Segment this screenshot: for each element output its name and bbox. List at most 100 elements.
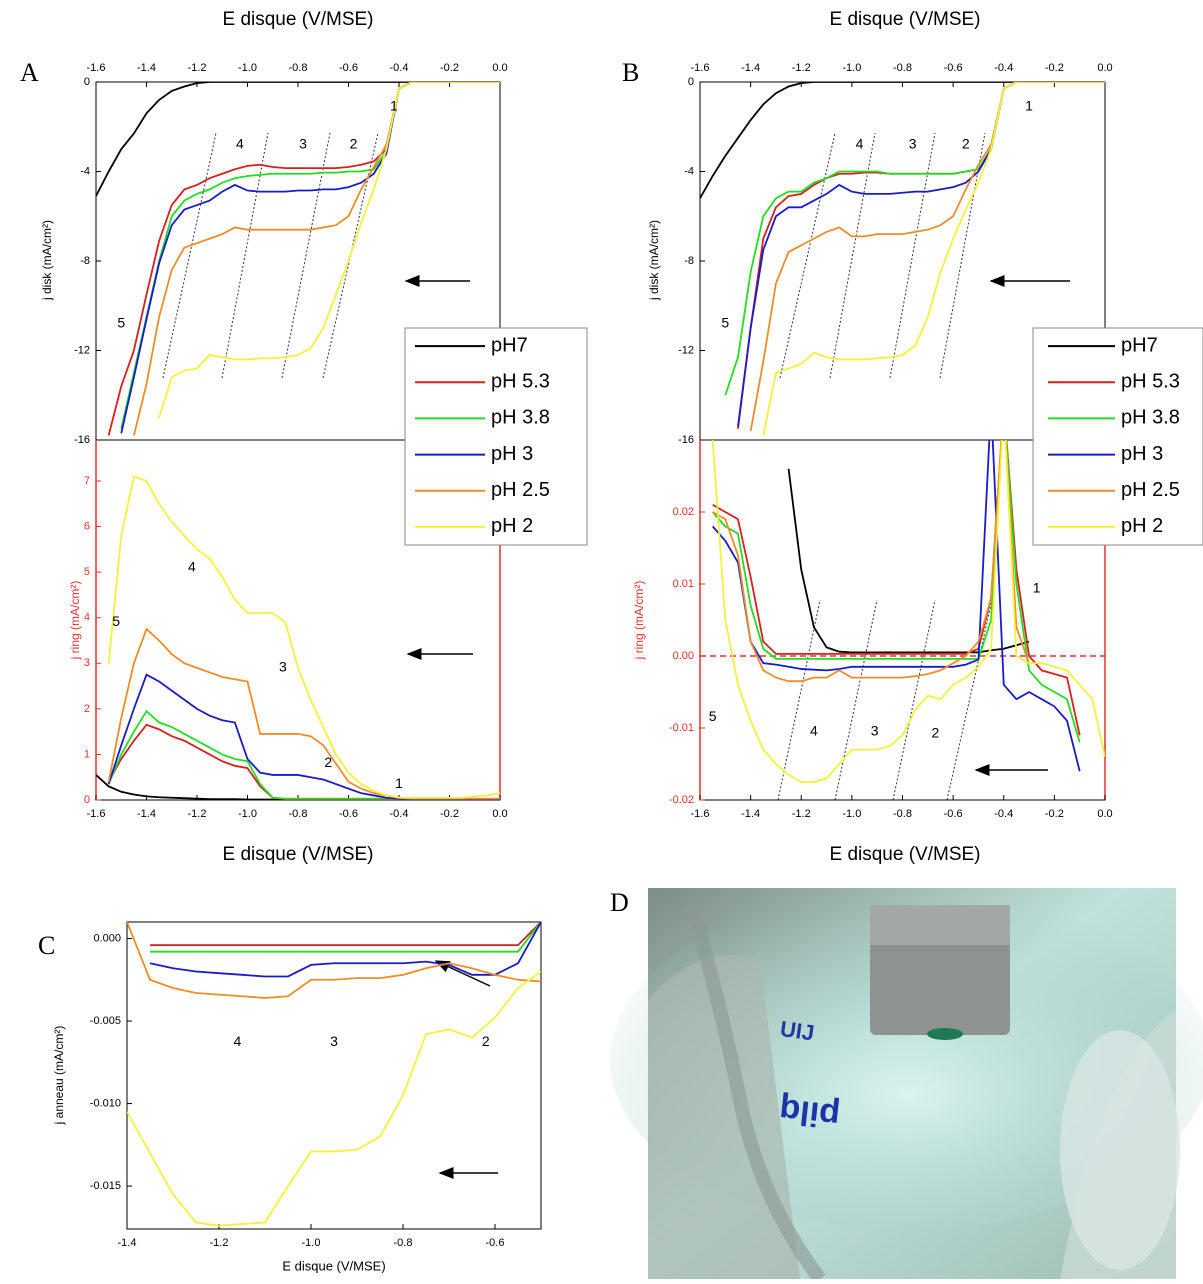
legend-label: pH 2 <box>491 515 533 537</box>
x-tick-label: -1.4 <box>741 808 760 820</box>
y-tick-label: 0 <box>84 794 90 806</box>
x-tick-label: -1.4 <box>137 808 156 820</box>
panel-label: A <box>20 58 39 87</box>
legend-label: pH 2 <box>1121 515 1163 537</box>
series-line <box>712 440 1081 736</box>
annotation: 3 <box>871 722 879 738</box>
series-line <box>762 82 1105 436</box>
annotation: 3 <box>330 1033 338 1049</box>
plot-frame <box>126 921 542 1230</box>
y-tick-label: 1 <box>84 748 90 760</box>
legend-label: pH 3.8 <box>491 407 550 429</box>
y-axis-label: j disk (mA/cm²) <box>40 220 54 301</box>
y-tick-label: -16 <box>678 434 694 446</box>
y-tick-label: -0.02 <box>669 794 694 806</box>
panel-label: C <box>38 931 55 960</box>
series-line <box>749 82 1105 432</box>
photo: UIJ pilq <box>610 888 1203 1284</box>
y-tick-label: -0.010 <box>90 1097 121 1109</box>
x-tick-label: -1.6 <box>87 808 106 820</box>
y-tick-label: 0.02 <box>673 506 694 518</box>
x-tick-label: -1.2 <box>188 62 207 74</box>
series-line <box>700 82 1105 199</box>
x-tick-label: -0.8 <box>289 808 308 820</box>
y-tick-label: 2 <box>84 703 90 715</box>
y-axis-label: j disk (mA/cm²) <box>647 220 661 301</box>
annotation: 5 <box>709 708 717 724</box>
x-tick-label: -1.6 <box>87 62 106 74</box>
x-tick-label: -1.0 <box>842 808 861 820</box>
x-tick-label: -0.8 <box>289 62 308 74</box>
y-tick-label: -0.01 <box>669 722 694 734</box>
legend-label: pH 2.5 <box>491 479 550 501</box>
x-tick-label: -0.6 <box>944 808 963 820</box>
legend-box <box>404 327 588 546</box>
y-tick-label: 0 <box>688 76 694 88</box>
svg-text:UIJ: UIJ <box>778 1016 815 1046</box>
annotation: 2 <box>962 135 970 151</box>
legend-label: pH 5.3 <box>491 371 550 393</box>
y-tick-label: 4 <box>84 612 90 624</box>
annotation: 4 <box>234 1033 242 1049</box>
y-tick-label: 3 <box>84 657 90 669</box>
x-tick-label: -1.4 <box>741 62 760 74</box>
annotation: 4 <box>856 135 864 151</box>
y-tick-label: -0.015 <box>90 1180 121 1192</box>
x-tick-label: 0.0 <box>1097 62 1112 74</box>
y-tick-label: -12 <box>74 344 90 356</box>
y-tick-label: 7 <box>84 475 90 487</box>
y-tick-label: -4 <box>80 165 90 177</box>
annotation: 4 <box>236 135 244 151</box>
chart: -1.6 -1.4 -1.2 -1.0 -0.8 -0.6 -0.4 -0.2 0.0 0 1 2 3 4… <box>68 439 508 865</box>
x-tick-label: -0.2 <box>1045 62 1064 74</box>
x-tick-label: 0.0 <box>492 62 507 74</box>
x-tick-label: -1.0 <box>238 808 257 820</box>
series-line <box>158 82 500 418</box>
x-tick-label: -1.2 <box>188 808 207 820</box>
x-tick-label: -0.2 <box>440 62 459 74</box>
x-tick-label: -0.6 <box>339 62 358 74</box>
legend-label: pH 2.5 <box>1121 479 1180 501</box>
x-tick-label: -0.6 <box>486 1237 505 1249</box>
series-line <box>107 82 500 436</box>
y-tick-label: 0.01 <box>673 578 694 590</box>
series-line <box>127 922 541 999</box>
x-tick-label: -1.4 <box>137 62 156 74</box>
chart: -1.6 -1.4 -1.2 -1.0 -0.8 -0.6 -0.4 -0.2 0.0 -16 -1… <box>622 9 1113 446</box>
series-line <box>96 82 500 197</box>
x-tick-label: -1.6 <box>691 808 710 820</box>
x-tick-label: -0.2 <box>440 808 459 820</box>
y-tick-label: -12 <box>678 344 694 356</box>
series-line <box>150 922 541 947</box>
series-line <box>107 627 500 800</box>
x-tick-label: -0.4 <box>390 62 409 74</box>
panel-label: B <box>622 58 639 87</box>
legend-label: pH7 <box>1121 334 1158 356</box>
x-tick-label: -0.4 <box>390 808 409 820</box>
annotation: 4 <box>188 558 196 574</box>
x-tick-label: -0.8 <box>893 808 912 820</box>
x-tick-label: -0.8 <box>394 1237 413 1249</box>
series-line <box>107 709 500 800</box>
x-tick-label: -1.0 <box>238 62 257 74</box>
y-tick-label: -8 <box>684 255 694 267</box>
chart: -1.4 -1.2 -1.0 -0.8 -0.6 -0.015 -0.010 -0.005 0.… <box>38 921 542 1273</box>
x-tick-label: -0.6 <box>944 62 963 74</box>
x-tick-label: 0.0 <box>492 808 507 820</box>
annotation: 1 <box>1025 97 1033 113</box>
y-tick-label: -8 <box>80 255 90 267</box>
legend-label: pH 3.8 <box>1121 407 1180 429</box>
svg-text:pilq: pilq <box>777 1091 841 1135</box>
chart: -1.6 -1.4 -1.2 -1.0 -0.8 -0.6 -0.4 -0.2 0.0 -0.02… <box>632 439 1113 865</box>
y-tick-label: 5 <box>84 566 90 578</box>
series-line <box>149 922 541 978</box>
y-tick-label: 6 <box>84 520 90 532</box>
y-tick-label: 0.00 <box>673 650 694 662</box>
annotation: 5 <box>721 314 729 330</box>
series-line <box>737 82 1105 427</box>
annotation: 2 <box>324 754 332 770</box>
annotation: 5 <box>112 613 120 629</box>
annotation: 3 <box>299 135 307 151</box>
legend-label: pH 5.3 <box>1121 371 1180 393</box>
